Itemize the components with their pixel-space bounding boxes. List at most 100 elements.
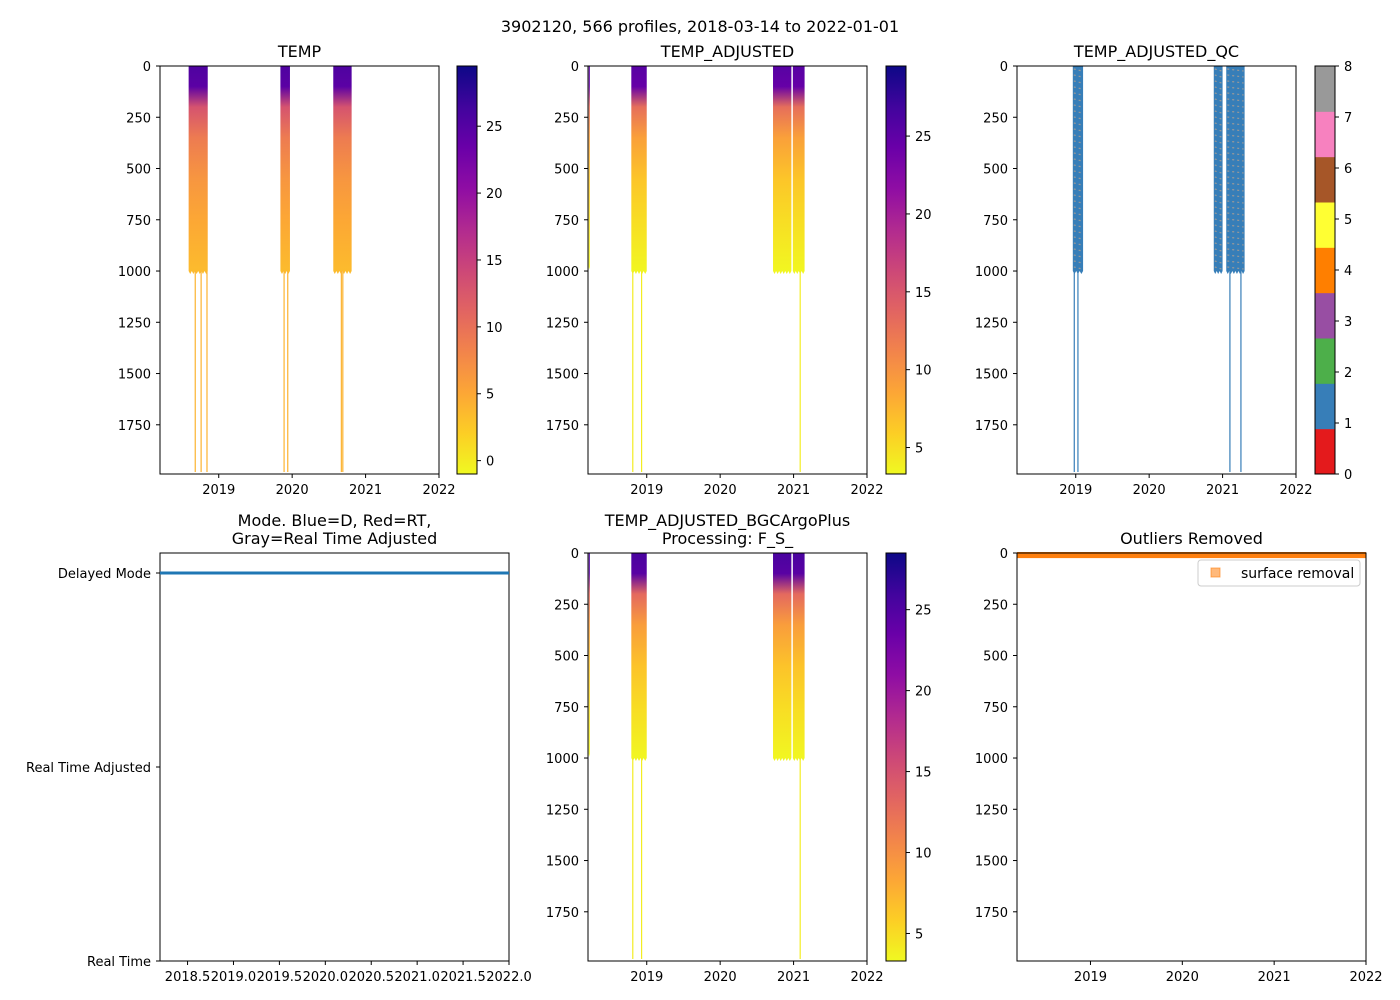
temp_adjusted_qc-qc-texture: [1073, 158, 1083, 162]
temp-colorbar-tick-label: 0: [486, 455, 494, 470]
temp_adjusted_qc-ytick-label: 1000: [975, 265, 1008, 280]
temp_adjusted_bgc-colorbar-tick-label: 5: [915, 927, 923, 942]
temp_adjusted_qc-qc-texture: [1073, 152, 1083, 156]
temp_adjusted_bgc-ytick-label: 250: [554, 598, 579, 613]
temp_adjusted_qc-qc-texture: [1214, 110, 1222, 114]
temp_adjusted_qc-qc-texture: [1214, 236, 1222, 240]
temp-colorbar-tick-label: 20: [486, 187, 503, 202]
temp_adjusted_qc-qc-texture: [1214, 146, 1222, 150]
temp-xtick-label: 2020: [276, 483, 309, 498]
temp_adjusted_qc-colorbar-segment: [1315, 111, 1335, 158]
temp_adjusted_bgc-ytick-label: 1500: [546, 855, 579, 870]
temp_adjusted-ytick-label: 0: [571, 60, 579, 75]
temp_adjusted_qc-qc-texture: [1073, 128, 1083, 132]
outliers-xtick-label: 2022: [1349, 970, 1382, 985]
temp-colorbar: [457, 66, 477, 474]
temp-colorbar-frame: [456, 65, 478, 475]
outliers-title: Outliers Removed: [1120, 529, 1263, 548]
temp_adjusted_qc-qc-texture: [1073, 74, 1083, 78]
temp_adjusted_qc-colorbar-tick-label: 6: [1344, 162, 1352, 177]
outliers-ytick-label: 750: [983, 701, 1008, 716]
temp_adjusted_qc-qc-texture: [1073, 86, 1083, 90]
temp_adjusted_bgc-colorbar: [886, 553, 906, 961]
temp_adjusted-colorbar: [886, 66, 906, 474]
outliers-xtick-label: 2020: [1166, 970, 1199, 985]
temp_adjusted_qc-ytick-label: 1750: [975, 419, 1008, 434]
temp_adjusted_bgc-xtick-label: 2019: [630, 970, 663, 985]
temp_adjusted_qc-qc-texture: [1073, 122, 1083, 126]
temp_adjusted_bgc-ytick-label: 0: [571, 547, 579, 562]
temp_adjusted-colorbar-tick-label: 20: [915, 208, 932, 223]
mode-xtick-label: 2019.0: [211, 970, 257, 985]
temp_adjusted_qc-qc-texture: [1073, 212, 1083, 216]
temp-xtick-label: 2021: [349, 483, 382, 498]
temp_adjusted_qc-ytick-label: 250: [983, 111, 1008, 126]
outliers-ytick-label: 500: [983, 650, 1008, 665]
temp_adjusted_bgc-profile-edge: [631, 758, 647, 762]
outliers-ytick-label: 0: [1000, 547, 1008, 562]
temp_adjusted_qc-qc-texture: [1214, 164, 1222, 168]
temp_adjusted_qc-qc-texture: [1214, 140, 1222, 144]
temp_adjusted_qc-qc-texture: [1073, 176, 1083, 180]
temp_adjusted-ytick-label: 500: [554, 163, 579, 178]
temp_adjusted-profile-block: [792, 66, 805, 272]
temp_adjusted_qc-qc-texture: [1073, 104, 1083, 108]
temp-xtick-label: 2022: [422, 483, 455, 498]
temp_adjusted_bgc-profile-block: [773, 553, 792, 759]
temp_adjusted_bgc-title: TEMP_ADJUSTED_BGCArgoPlus: [604, 511, 850, 531]
temp_adjusted-profile-edge: [773, 271, 792, 275]
temp_adjusted_qc-qc-texture: [1073, 92, 1083, 96]
temp_adjusted_bgc-xtick-label: 2022: [850, 970, 883, 985]
temp-profile-edge: [333, 271, 352, 275]
temp_adjusted_qc-qc-texture: [1214, 134, 1222, 138]
temp_adjusted_bgc-axes: 2019 2020 2021 2022 0 250 500 750 1000 1250 1500 17…: [546, 511, 932, 985]
temp_adjusted_qc-colorbar-tick-label: 5: [1344, 213, 1352, 228]
temp-profile-edge: [280, 271, 290, 275]
outliers-legend: surface removal: [1197, 559, 1361, 587]
temp-ytick-label: 500: [126, 163, 151, 178]
temp_adjusted_bgc-profile-edge: [588, 753, 590, 757]
temp_adjusted_qc-qc-texture: [1073, 134, 1083, 138]
temp-xtick-label: 2019: [202, 483, 235, 498]
temp_adjusted_qc-qc-texture: [1214, 98, 1222, 102]
temp_adjusted_qc-qc-texture: [1073, 254, 1083, 258]
temp_adjusted_qc-colorbar-segment: [1315, 383, 1335, 430]
temp_adjusted_qc-ytick-label: 1250: [975, 316, 1008, 331]
temp_adjusted_bgc-profile-block: [631, 553, 647, 759]
temp_adjusted_bgc-ytick-label: 750: [554, 701, 579, 716]
temp_adjusted-ytick-label: 1500: [546, 368, 579, 383]
temp_adjusted_qc-ytick-label: 0: [1000, 60, 1008, 75]
temp_adjusted-profile-block: [773, 66, 792, 272]
temp-profile-block: [333, 66, 352, 272]
temp_adjusted_qc-colorbar-tick-label: 2: [1344, 366, 1352, 381]
temp_adjusted-frame: [587, 65, 868, 475]
temp_adjusted_qc-qc-texture: [1073, 260, 1083, 264]
temp_adjusted_bgc-ytick-label: 1750: [546, 906, 579, 921]
temp-colorbar-tick-label: 5: [486, 388, 494, 403]
temp-axes: 2019 2020 2021 2022025050075010001250150017…: [118, 42, 503, 498]
temp_adjusted_qc-colorbar-segment: [1315, 156, 1335, 203]
temp_adjusted_qc-qc-texture: [1073, 218, 1083, 222]
outliers-ytick-label: 250: [983, 598, 1008, 613]
outliers-frame: [1016, 552, 1367, 962]
outliers-xtick-label: 2019: [1074, 970, 1107, 985]
temp_adjusted_qc-colorbar-segment: [1315, 247, 1335, 294]
temp_adjusted-profile-block: [588, 66, 590, 267]
temp-colorbar-tick-label: 10: [486, 321, 503, 336]
outliers-legend-box: [1197, 559, 1361, 587]
temp_adjusted_qc-colorbar-segment: [1315, 338, 1335, 384]
temp_adjusted_bgc-profile-block: [792, 553, 805, 759]
temp_adjusted-profile-edge: [792, 271, 805, 275]
outliers-legend-marker: [1210, 567, 1221, 578]
temp_adjusted_qc-colorbar-tick-label: 8: [1344, 60, 1352, 75]
temp_adjusted_qc-qc-texture: [1073, 194, 1083, 198]
temp_adjusted_bgc-title-line2: Processing: F_S_: [662, 529, 794, 549]
temp_adjusted-profile-edge: [588, 266, 590, 270]
temp-profile-block: [188, 66, 208, 272]
temp_adjusted_qc-qc-texture: [1214, 92, 1222, 96]
temp_adjusted_qc-qc-texture: [1214, 86, 1222, 90]
temp-ytick-label: 250: [126, 111, 151, 126]
temp_adjusted_qc-colorbar-tick-label: 0: [1344, 468, 1352, 483]
temp_adjusted_qc-colorbar-segment: [1315, 292, 1335, 339]
